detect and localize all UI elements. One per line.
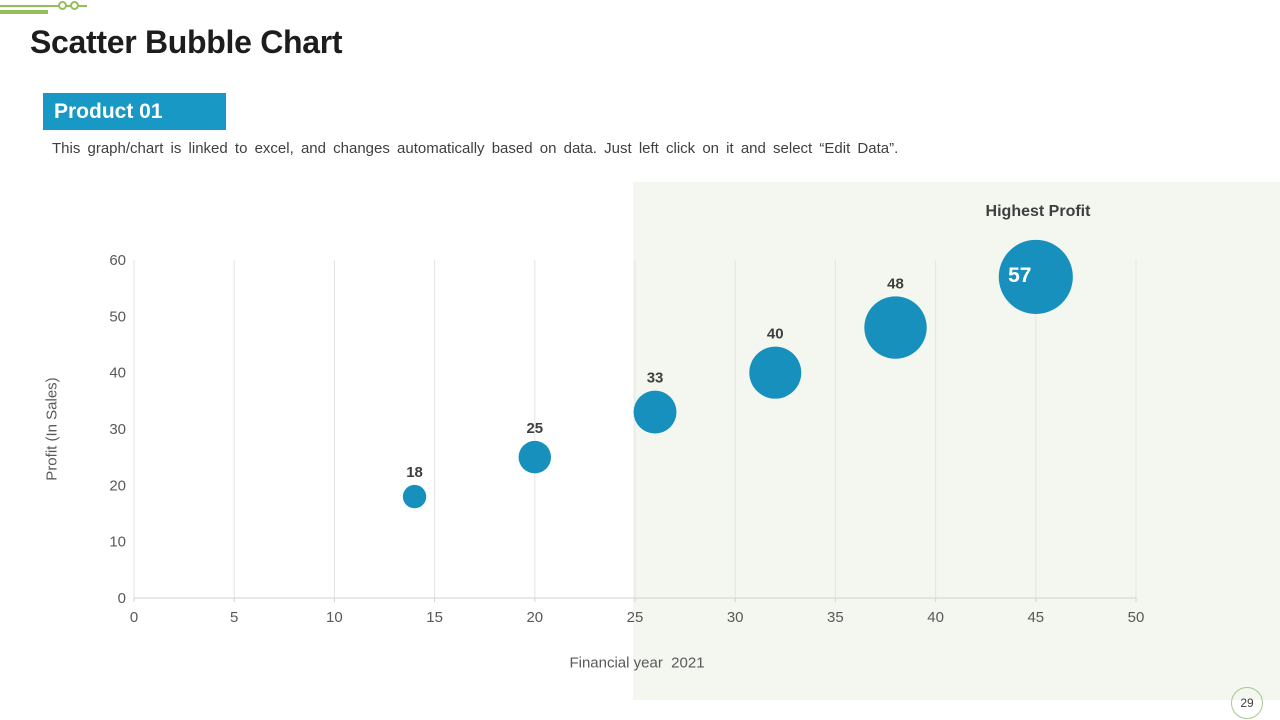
y-tick-label: 60	[109, 252, 126, 269]
bubble-value-label: 25	[526, 420, 543, 437]
decoration-line-bottom	[0, 10, 48, 14]
bubble	[998, 239, 1073, 314]
x-axis-title: Financial year 2021	[569, 654, 705, 672]
bubble	[633, 390, 677, 434]
product-badge: Product 01	[43, 93, 226, 130]
x-tick-label: 15	[426, 609, 443, 626]
bubble-value-label: 57	[1008, 264, 1031, 287]
x-tick-label: 30	[727, 609, 744, 626]
y-tick-label: 40	[109, 365, 126, 382]
y-axis-title: Profit (In Sales)	[43, 377, 61, 481]
bubble	[749, 346, 802, 399]
x-tick-label: 50	[1128, 609, 1145, 626]
x-tick-label: 20	[526, 609, 543, 626]
bubble-value-label: 40	[767, 326, 784, 343]
x-tick-label: 5	[230, 609, 238, 626]
decoration-line-top	[0, 5, 87, 7]
decoration-circle-icon	[70, 1, 79, 10]
y-tick-label: 50	[109, 308, 126, 325]
bubble-value-label: 48	[887, 275, 904, 292]
page-number-badge: 29	[1231, 687, 1263, 719]
highest-profit-annotation: Highest Profit	[985, 203, 1091, 220]
bubble	[402, 484, 427, 509]
x-tick-label: 25	[627, 609, 644, 626]
y-tick-label: 20	[109, 477, 126, 494]
subtitle-text: This graph/chart is linked to excel, and…	[52, 140, 899, 157]
bubble-value-label: 18	[406, 464, 423, 481]
x-tick-label: 40	[927, 609, 944, 626]
highlight-region	[633, 182, 1280, 700]
x-tick-label: 0	[130, 609, 138, 626]
y-tick-label: 30	[109, 421, 126, 438]
y-tick-label: 10	[109, 534, 126, 551]
y-tick-label: 0	[118, 590, 126, 607]
decoration-circle-icon	[58, 1, 67, 10]
bubble	[864, 296, 927, 359]
bubble-value-label: 33	[647, 370, 664, 387]
x-tick-label: 35	[827, 609, 844, 626]
bubble	[518, 440, 552, 474]
x-tick-label: 45	[1027, 609, 1044, 626]
page-title: Scatter Bubble Chart	[30, 24, 343, 60]
x-tick-label: 10	[326, 609, 343, 626]
